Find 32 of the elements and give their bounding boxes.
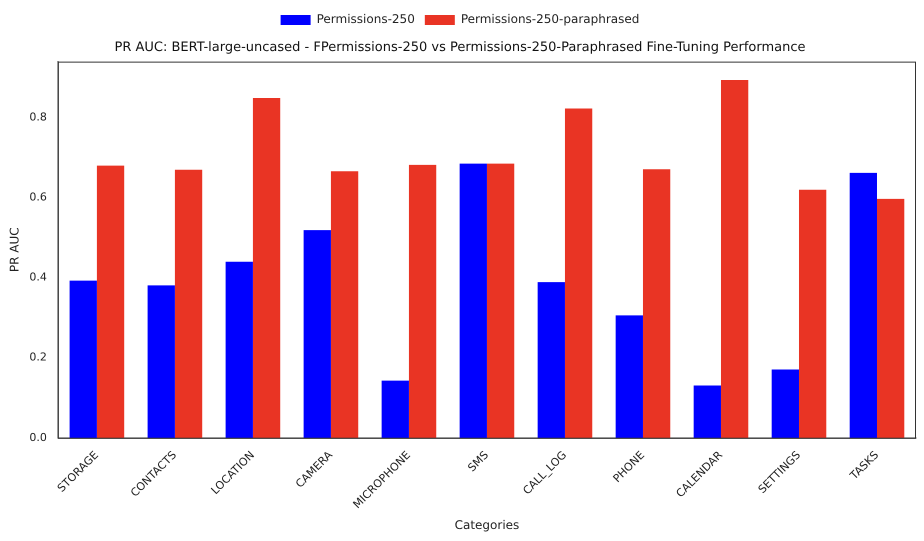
bar	[70, 280, 97, 438]
bar	[694, 385, 721, 438]
chart-title: PR AUC: BERT-large-uncased - FPermissions-250 vs Permissions-250-Paraphrased Fine-Tuning Performance	[114, 40, 806, 56]
y-tick-label: 0.8	[29, 110, 47, 124]
bar	[460, 164, 487, 438]
y-tick-label: 0.0	[29, 430, 47, 444]
bar	[408, 164, 436, 438]
bar	[382, 380, 409, 438]
bar	[96, 166, 124, 438]
bar	[564, 108, 592, 438]
bar	[226, 262, 253, 438]
bar	[304, 230, 331, 438]
y-tick-label: 0.6	[29, 190, 47, 204]
y-tick-label: 0.2	[29, 350, 47, 364]
bar	[850, 172, 877, 438]
legend-label: Permissions-250	[316, 12, 415, 26]
bar	[798, 190, 826, 438]
bar	[486, 164, 514, 438]
bar	[616, 315, 643, 438]
x-axis-title: Categories	[454, 518, 520, 532]
bar	[174, 170, 202, 438]
bar	[538, 282, 565, 438]
bar	[720, 80, 748, 438]
y-tick-label: 0.4	[29, 270, 47, 284]
bar	[252, 98, 280, 438]
bar	[330, 171, 358, 438]
bar	[772, 369, 799, 438]
bar	[148, 285, 175, 438]
bar	[876, 198, 904, 438]
bar	[642, 169, 670, 438]
y-axis-title: PR AUC	[7, 227, 22, 272]
legend-label: Permissions-250-paraphrased	[460, 12, 640, 26]
